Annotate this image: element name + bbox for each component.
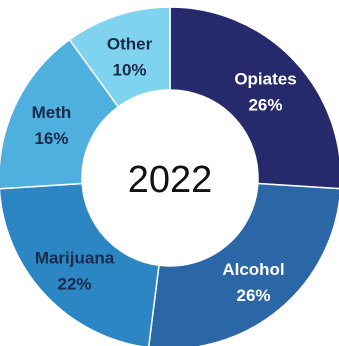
center-year-label: 2022 — [128, 159, 213, 201]
slice-label-other: Other — [107, 34, 153, 53]
slice-labels: Opiates 26% Alcohol 26% Marijuana 22% Meth 16% O… — [32, 34, 297, 305]
slice-label-opiates: Opiates — [234, 69, 296, 88]
slice-value-meth: 16% — [34, 129, 68, 148]
slice-value-marijuana: 22% — [57, 275, 91, 294]
donut-hole — [82, 90, 258, 266]
slice-value-other: 10% — [113, 60, 147, 79]
slice-value-opiates: 26% — [248, 95, 282, 114]
slice-label-alcohol: Alcohol — [222, 260, 284, 279]
slice-label-meth: Meth — [32, 103, 72, 122]
slice-label-marijuana: Marijuana — [35, 249, 115, 268]
slice-value-alcohol: 26% — [236, 286, 270, 305]
